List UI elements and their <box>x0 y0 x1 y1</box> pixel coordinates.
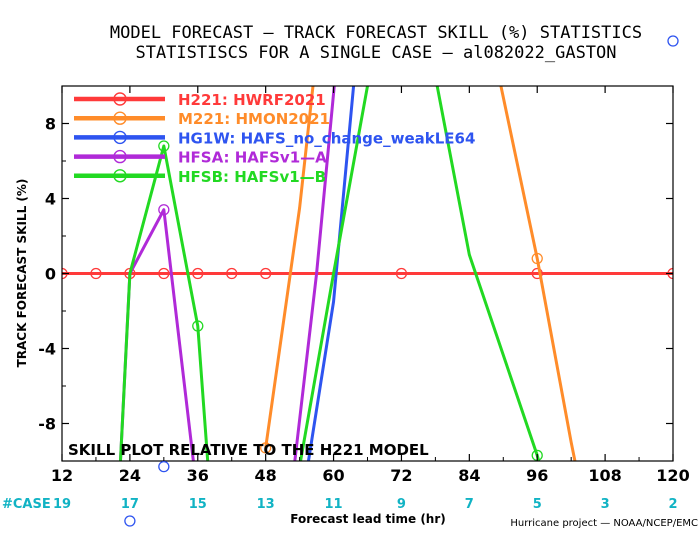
legend-marker <box>113 130 127 145</box>
case-count: 17 <box>121 497 139 512</box>
series-h221 <box>62 267 673 280</box>
y-tick-label: 0 <box>45 265 56 284</box>
y-tick-label: -4 <box>38 340 56 359</box>
x-tick-label: 36 <box>187 466 209 485</box>
case-count: 7 <box>465 497 474 512</box>
legend-marker <box>113 149 127 164</box>
x-tick-label: 60 <box>322 466 344 485</box>
data-point-h221 <box>192 267 204 280</box>
legend-label: HG1W: HAFS_no_change_weakLE64 <box>178 129 475 147</box>
data-point-h221 <box>260 267 272 280</box>
x-tick-label: 96 <box>526 466 548 485</box>
legend-entry-m221: M221: HMON2021 <box>74 110 330 128</box>
y-tick-label: -8 <box>38 415 56 434</box>
y-axis-label: TRACK FORECAST SKILL (%) <box>15 179 29 368</box>
case-count: 13 <box>257 497 275 512</box>
x-tick-label: 108 <box>588 466 621 485</box>
data-point-hfsa <box>158 204 170 216</box>
data-point-hfsb <box>192 320 204 332</box>
data-point-h221 <box>90 267 102 280</box>
chart-title: MODEL FORECAST — TRACK FORECAST SKILL (%… <box>110 23 642 43</box>
series-m221 <box>260 86 577 461</box>
data-point-hg1w <box>158 460 170 473</box>
case-label: #CASE <box>2 497 51 512</box>
y-tick-label: 8 <box>45 115 56 134</box>
series-line-hfsb <box>118 86 541 461</box>
x-tick-label: 48 <box>255 466 277 485</box>
legend-marker <box>113 169 127 183</box>
legend-label: HFSB: HAFSv1—B <box>178 168 326 186</box>
offplot-markers <box>124 35 679 527</box>
data-point-hfsb <box>158 140 170 152</box>
x-tick-label: 24 <box>119 466 141 485</box>
legend-marker <box>113 111 127 125</box>
series-line-m221 <box>264 86 577 461</box>
x-tick-label: 120 <box>656 466 689 485</box>
x-axis-label: Forecast lead time (hr) <box>290 512 446 526</box>
legend-marker <box>113 92 127 106</box>
data-point-h221 <box>531 267 543 280</box>
case-count: 15 <box>189 497 207 512</box>
x-tick-label: 12 <box>51 466 73 485</box>
legend-label: M221: HMON2021 <box>178 110 330 128</box>
legend-entry-h221: H221: HWRF2021 <box>74 91 326 109</box>
series-line-hg1w <box>306 86 356 461</box>
x-tick-label: 84 <box>458 466 480 485</box>
case-count: 5 <box>533 497 542 512</box>
case-count: 19 <box>53 497 71 512</box>
case-count: 9 <box>397 497 406 512</box>
series-layer <box>62 86 673 461</box>
case-count: 11 <box>325 497 343 512</box>
legend-entry-hfsb: HFSB: HAFSv1—B <box>74 168 326 186</box>
axes-layer: 1219241736154813601172984796510831202840… <box>38 85 690 512</box>
plot-annotation: SKILL PLOT RELATIVE TO THE H221 MODEL <box>68 441 429 459</box>
series-hg1w <box>306 86 356 461</box>
x-tick-label: 72 <box>390 466 412 485</box>
legend-label: HFSA: HAFSv1—A <box>178 149 327 167</box>
data-point-m221 <box>260 442 272 454</box>
data-point-m221 <box>531 252 543 265</box>
case-count: 3 <box>601 497 610 512</box>
legend-label: H221: HWRF2021 <box>178 91 326 109</box>
data-point-h221 <box>395 267 408 280</box>
chart-subtitle: STATISTISCS FOR A SINGLE CASE — al082022… <box>135 43 616 63</box>
footer-credit: Hurricane project — NOAA/NCEP/EMC <box>510 518 698 529</box>
case-count: 2 <box>668 497 677 512</box>
y-tick-label: 4 <box>45 190 56 209</box>
data-point-h221 <box>226 267 238 280</box>
legend-entry-hfsa: HFSA: HAFSv1—A <box>74 149 327 167</box>
legend-entry-hg1w: HG1W: HAFS_no_change_weakLE64 <box>74 129 475 147</box>
data-point-h221 <box>158 267 170 280</box>
data-point-hg1w <box>667 35 679 47</box>
series-hfsb <box>118 86 543 461</box>
data-point-hg1w <box>124 515 136 527</box>
